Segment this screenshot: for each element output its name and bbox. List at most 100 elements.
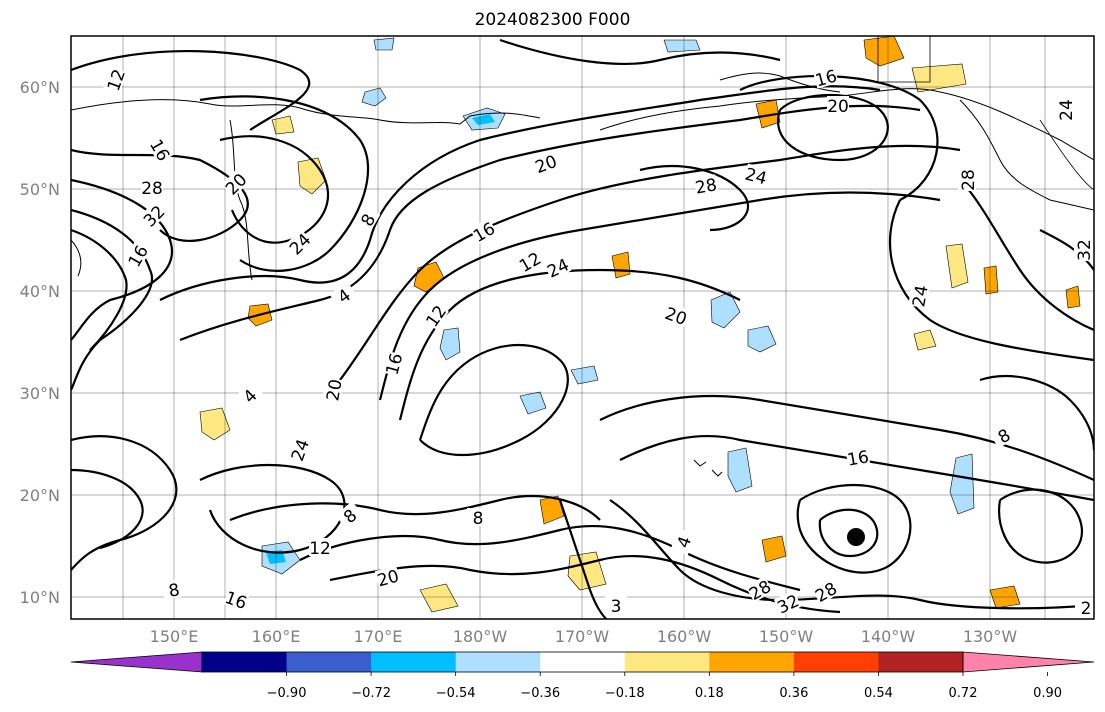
contour-label-bg [693,174,719,196]
contour-line [71,208,153,391]
shade-patch [747,325,777,353]
longitude-label: 170°E [354,627,403,646]
contour-line [159,85,881,301]
contour-label: 8 [473,509,484,529]
colorbar-tick-label: −0.36 [520,686,560,701]
contour-label: 28 [959,169,979,191]
latitude-label: 50°N [20,180,60,199]
colorbar-tick-label: 0.90 [1033,686,1062,701]
contour-label: 8 [167,580,181,602]
contour-label-bg [285,229,314,258]
contour-label-group: 8 [989,421,1018,449]
colorbar-tick-label: −0.72 [351,686,391,701]
contour-line [888,199,1094,362]
latitude-label: 40°N [20,282,60,301]
shade-patch [199,407,231,441]
shade-patch [373,37,395,51]
contour-line [418,344,569,456]
coastline [959,99,1094,211]
contour-line [378,191,941,401]
contour-label-bg [1074,239,1092,261]
contour-label-group: 16 [812,65,839,91]
coastline [71,99,541,125]
contour-label-bg [469,217,498,245]
contour-label-group: 4 [670,528,696,556]
contour-label-group: 28 [141,178,163,199]
contour-line [639,164,750,232]
contour-label-bg [139,201,168,230]
contour-label: 20 [323,378,346,403]
colorbar-segment [878,652,964,672]
contour-label-group: 8 [467,508,489,529]
colorbar-tick-label: 0.18 [695,686,724,701]
contour-label-bg [1056,99,1074,121]
colorbar-tick-label: −0.90 [267,686,307,701]
contour-label-bg [773,590,802,616]
contour-label: 2 [1081,599,1092,619]
contour-label-bg [141,178,163,196]
latitude-label: 30°N [20,384,60,403]
contour-label-bg [353,205,381,234]
shade-patch [519,391,547,415]
contour-label-bg [532,150,560,176]
contour-line [499,38,781,65]
colorbar-segment [540,652,626,672]
shade-patch [949,453,975,515]
contour-label-bg [161,578,187,600]
contour-label-bg [745,575,774,603]
colorbar-tick-label: 0.72 [949,686,978,701]
colorbar-outline [201,651,964,673]
shade-patch [913,329,937,351]
contour-label: 24 [909,284,932,309]
contour-line [179,104,921,342]
colorbar-extend-low [70,651,203,673]
longitude-label: 160°W [657,627,712,646]
latitude-axis: 60°N 50°N 40°N 30°N 20°N 10°N [20,78,60,607]
longitude-label: 150°E [150,627,199,646]
contour-label-bg [845,446,871,468]
contour-label-bg [670,528,696,556]
contour-label-group: 8 [353,205,381,234]
colorbar-segment [455,652,541,672]
contour-line [979,374,1094,451]
contour-label-bg [335,501,364,530]
contour-line [299,524,801,592]
contour-label-bg [286,436,312,464]
contour-line [777,94,889,162]
contour-label-bg [235,381,264,410]
map-background [71,36,1094,619]
contour-line [71,49,311,131]
contour-line [599,395,1094,482]
contour-line [199,95,370,272]
shade-patch [989,585,1021,609]
contour-label-bg [123,241,151,270]
colorbar-tick-label: 0.36 [779,686,808,701]
contour-line [398,268,741,421]
shade-patch [755,99,781,129]
contour-label-group: 3 [605,596,627,617]
contour-label: 32 [1075,239,1095,261]
contour-lines [71,38,1094,619]
contour-label-bg [827,96,849,114]
colorbar-tick-label: 0.54 [864,686,893,701]
longitude-label: 160°E [252,627,301,646]
colorbar-segment [286,652,372,672]
longitude-axis: 150°E 160°E 170°E 180°W 170°W 160°W 150°W 140°W… [150,627,1018,646]
contour-line [219,135,330,244]
contour-label-bg [467,508,489,526]
colorbar-tick-label: −0.18 [605,686,645,701]
contour-label-bg [812,65,839,89]
contour-label-group: 28 [693,174,719,199]
contour-label-group: 8 [335,501,364,530]
contour-label-bg [222,586,250,612]
contour-label-group: 8 [161,578,187,602]
contour-label-group: 4 [329,281,358,309]
contour-label-group: 2 [1075,598,1097,619]
graticule [71,36,1094,619]
contour-line [796,484,912,574]
contour-label: 28 [694,175,719,198]
contour-label-group: 16 [845,446,871,471]
shade-patch [439,327,461,361]
contour-label-bg [381,350,405,377]
